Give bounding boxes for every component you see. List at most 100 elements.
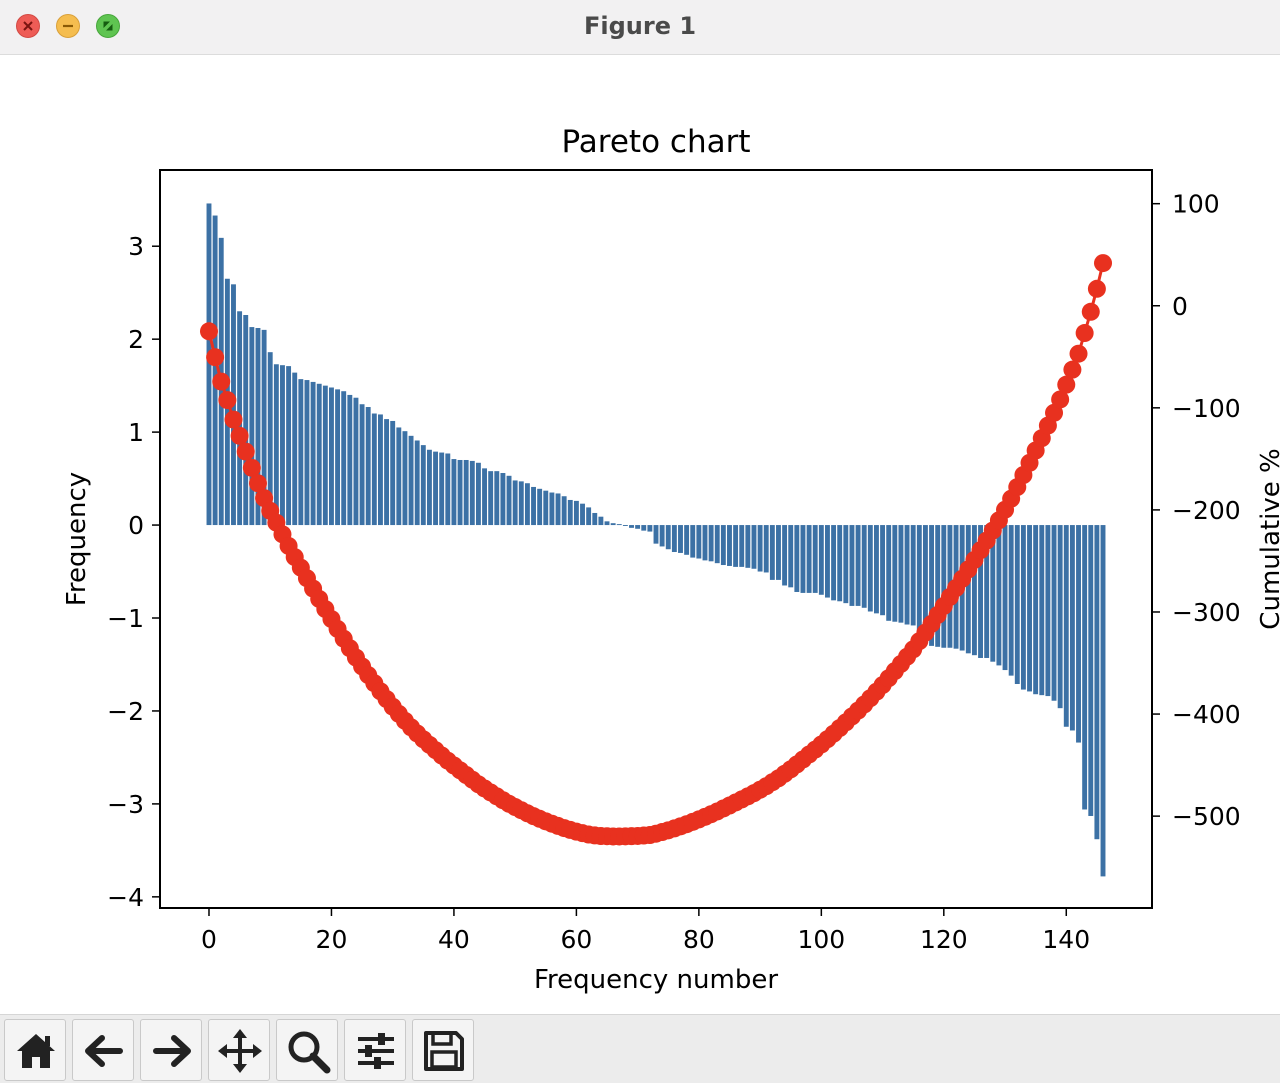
y-tick-label: −1	[107, 604, 144, 633]
bar	[555, 493, 561, 526]
bar	[1057, 525, 1063, 709]
bar	[782, 525, 788, 586]
bar	[592, 512, 598, 526]
bar	[212, 215, 218, 526]
bar	[1076, 525, 1081, 743]
y2-tick-label: −200	[1172, 496, 1241, 525]
bar	[420, 445, 426, 526]
x-tick-label: 120	[920, 925, 968, 954]
pan-button[interactable]	[208, 1019, 270, 1081]
bar	[843, 525, 849, 604]
bar	[739, 525, 745, 567]
bar	[794, 525, 800, 592]
x-tick-label: 0	[201, 925, 217, 954]
cumulative-point	[230, 426, 249, 445]
window-title: Figure 1	[583, 12, 697, 40]
y2-tick-label: 100	[1172, 190, 1220, 219]
bar	[408, 435, 414, 526]
x-tick-label: 80	[683, 925, 715, 954]
bar	[469, 460, 475, 526]
y2-axis-label: Cumulative %	[1256, 448, 1280, 629]
bar	[665, 525, 671, 550]
bar	[292, 372, 298, 526]
bar	[733, 525, 739, 567]
minimize-icon	[63, 24, 73, 28]
bar	[769, 525, 775, 580]
bar	[825, 525, 830, 598]
cumulative-point	[1063, 360, 1082, 379]
bar	[549, 492, 555, 526]
title-bar: Figure 1	[0, 0, 1280, 55]
bar	[1033, 525, 1039, 695]
y-tick-label: −2	[107, 697, 144, 726]
bar	[1051, 525, 1057, 701]
navigation-toolbar	[0, 1014, 1280, 1083]
bar	[800, 525, 806, 593]
bar	[855, 525, 861, 606]
bar	[910, 525, 916, 626]
save-icon	[424, 1031, 464, 1071]
cumulative-point	[1087, 279, 1106, 298]
configure-subplots-button[interactable]	[344, 1019, 406, 1081]
chart-title: Pareto chart	[562, 124, 751, 160]
y2-tick-label: −400	[1172, 700, 1241, 729]
bar	[996, 525, 1002, 666]
bar	[445, 453, 451, 526]
bar	[371, 413, 377, 526]
bar	[641, 525, 647, 531]
fullscreen-window-button[interactable]	[96, 14, 120, 38]
bar	[653, 525, 659, 544]
zoom-icon	[288, 1031, 331, 1074]
bar	[616, 524, 622, 526]
y-tick-label: 1	[128, 418, 144, 447]
y2-tick-label: −100	[1172, 394, 1241, 423]
y-axis-label: Frequency	[62, 472, 92, 606]
bar	[243, 315, 249, 526]
minimize-window-button[interactable]	[56, 14, 80, 38]
bar	[696, 525, 702, 559]
x-tick-label: 20	[316, 925, 348, 954]
bar	[622, 525, 628, 526]
bar	[561, 496, 567, 526]
bar	[922, 525, 928, 643]
bar	[280, 365, 285, 526]
bar	[586, 507, 592, 526]
bar	[378, 414, 383, 526]
zoom-button[interactable]	[276, 1019, 338, 1081]
bar	[935, 525, 941, 647]
bar	[335, 389, 341, 526]
bar	[720, 525, 726, 566]
home-button[interactable]	[4, 1019, 66, 1081]
bar	[567, 499, 573, 526]
bar	[255, 328, 261, 526]
bar	[537, 488, 543, 526]
y-tick-label: −3	[107, 790, 144, 819]
bar	[322, 385, 328, 526]
bar	[1002, 525, 1008, 671]
bar	[874, 525, 879, 614]
save-button[interactable]	[412, 1019, 474, 1081]
bar	[396, 427, 402, 526]
bar	[475, 462, 481, 526]
bar	[708, 525, 714, 562]
cumulative-point	[199, 322, 218, 341]
bar	[727, 525, 732, 566]
bar	[867, 525, 873, 612]
close-window-button[interactable]	[16, 14, 40, 38]
back-button[interactable]	[72, 1019, 134, 1081]
bar	[898, 525, 904, 623]
bar	[414, 440, 420, 526]
bar	[984, 525, 990, 658]
pan-icon	[218, 1029, 262, 1073]
bar	[837, 525, 843, 602]
bar	[788, 525, 794, 588]
bar	[745, 525, 751, 568]
bar	[506, 475, 512, 526]
bar	[273, 364, 279, 526]
bar	[353, 397, 359, 526]
bar	[610, 523, 616, 526]
bar	[531, 486, 536, 526]
bar	[714, 525, 720, 564]
pareto-chart: 0 20 40 60 80 100 120 140 3 2 1 0 −1 −2 −3 −4 100 0 −100 −2…	[62, 124, 1280, 995]
forward-button[interactable]	[140, 1019, 202, 1081]
